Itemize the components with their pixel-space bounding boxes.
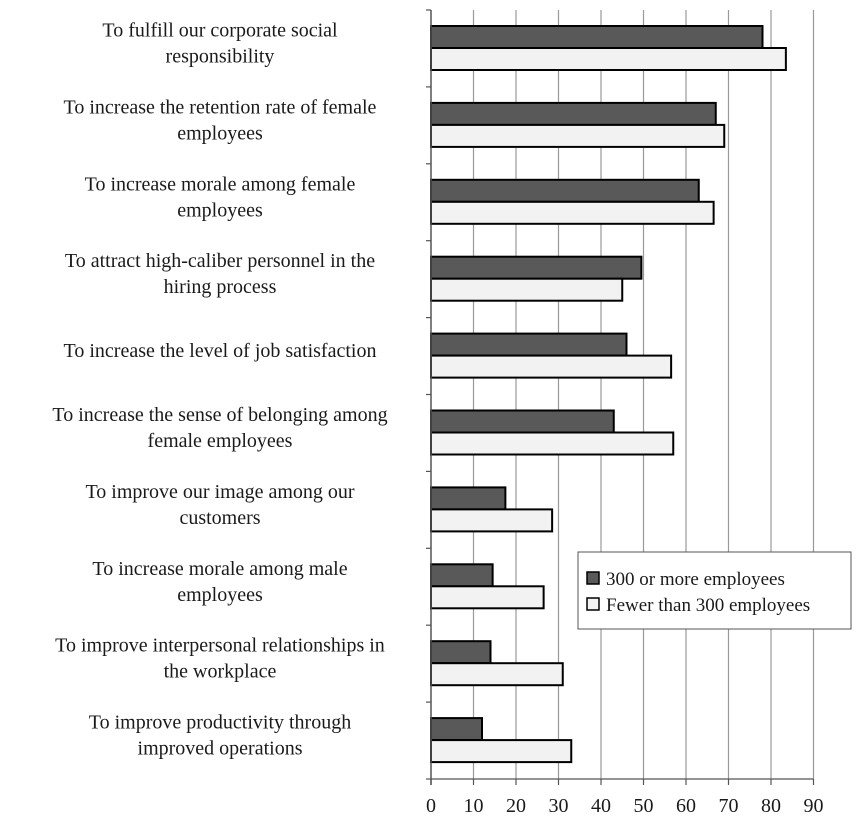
category-label: To improve productivity through — [89, 712, 351, 734]
category-label: the workplace — [164, 661, 277, 683]
category-label: To fulfill our corporate social — [102, 19, 338, 41]
category-label: To attract high-caliber personnel in the — [65, 250, 375, 272]
x-tick-label: 40 — [591, 795, 611, 817]
x-tick-label: 80 — [761, 795, 781, 817]
bar-series-2-cat-10 — [430, 739, 573, 764]
x-tick-label: 70 — [719, 795, 739, 817]
category-label: employees — [177, 584, 263, 606]
category-label: employees — [177, 199, 263, 221]
bar-series-1-cat-1 — [430, 25, 764, 49]
bar-series-2-cat-5 — [430, 354, 673, 379]
category-label: improved operations — [138, 738, 303, 760]
bar-series-2-cat-7 — [430, 508, 554, 533]
category-label: To increase morale among male — [92, 558, 347, 580]
x-tick-label: 0 — [426, 795, 436, 817]
bar-series-2-cat-6 — [430, 431, 675, 456]
bar-series-2-cat-9 — [430, 662, 564, 687]
category-label: hiring process — [164, 276, 277, 298]
legend: 300 or more employees Fewer than 300 emp… — [577, 551, 852, 630]
x-tick-label: 10 — [464, 795, 484, 817]
legend-swatch-series-1 — [586, 571, 600, 585]
bar-series-2-cat-2 — [430, 123, 726, 148]
category-label: customers — [179, 507, 260, 529]
bar-series-2-cat-4 — [430, 277, 624, 302]
category-label: employees — [177, 122, 263, 144]
bar-series-1-cat-8 — [430, 563, 494, 588]
bar-series-1-cat-9 — [430, 640, 492, 665]
bar-series-2-cat-8 — [430, 585, 545, 610]
legend-label-series-2: Fewer than 300 employees — [606, 595, 810, 616]
category-label: responsibility — [166, 45, 275, 67]
x-tick-label: 50 — [634, 795, 654, 817]
bar-series-1-cat-5 — [430, 332, 628, 357]
bar-series-1-cat-3 — [430, 178, 700, 203]
bar-series-1-cat-7 — [430, 486, 507, 511]
bar-series-1-cat-10 — [430, 717, 483, 742]
bar-series-1-cat-2 — [430, 101, 717, 126]
category-label: To improve our image among our — [85, 481, 354, 503]
category-label: female employees — [148, 430, 293, 452]
category-label: To increase morale among female — [85, 173, 356, 195]
legend-swatch-series-2 — [586, 597, 600, 611]
x-tick-label: 20 — [506, 795, 526, 817]
category-label: To increase the retention rate of female — [64, 96, 377, 118]
x-axis-ticks: 0 10 20 30 40 50 60 70 80 90 — [426, 778, 824, 817]
category-label: To increase the sense of belonging among — [52, 404, 387, 426]
x-tick-label: 30 — [549, 795, 569, 817]
category-labels: To fulfill our corporate social responsib… — [52, 19, 387, 759]
category-label: To increase the level of job satisfactio… — [64, 340, 377, 362]
category-label: To improve interpersonal relationships i… — [55, 635, 385, 657]
bars — [430, 25, 787, 764]
bar-series-1-cat-4 — [430, 255, 643, 280]
x-tick-label: 60 — [676, 795, 696, 817]
bar-series-1-cat-6 — [430, 409, 615, 434]
bar-series-2-cat-3 — [430, 200, 715, 225]
legend-label-series-1: 300 or more employees — [606, 569, 785, 590]
x-tick-label: 90 — [804, 795, 824, 817]
y-axis — [426, 9, 432, 785]
legend-frame — [577, 551, 852, 630]
bar-series-2-cat-1 — [430, 47, 787, 71]
